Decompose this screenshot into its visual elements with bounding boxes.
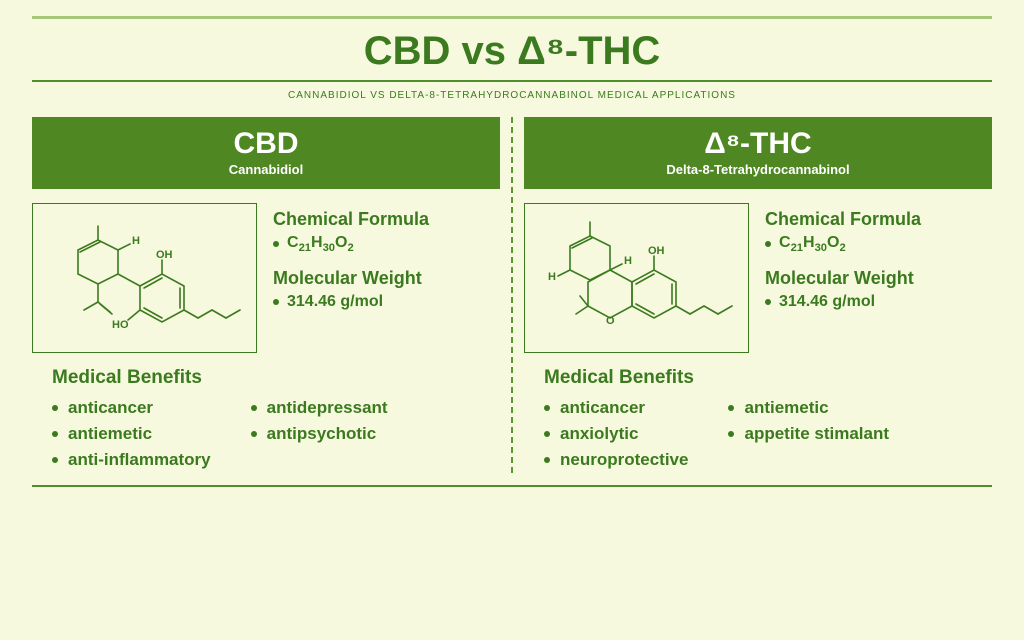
- right-facts: Chemical Formula C21H30O2 Molecular Weig…: [765, 203, 992, 325]
- right-mw: 314.46 g/mol: [779, 293, 875, 311]
- svg-text:OH: OH: [648, 245, 665, 257]
- svg-text:H: H: [132, 235, 140, 247]
- list-item: anticancer: [544, 395, 688, 421]
- left-benefits: Medical Benefits anticancerantiemeticant…: [32, 353, 500, 473]
- right-benefits-columns: anticanceranxiolyticneuroprotective anti…: [544, 395, 992, 473]
- svg-text:HO: HO: [112, 319, 129, 331]
- center-divider: [511, 117, 513, 473]
- right-mw-label: Molecular Weight: [765, 268, 992, 289]
- bullet-icon: [765, 241, 771, 247]
- bullet-icon: [273, 241, 279, 247]
- right-benefits-title: Medical Benefits: [544, 367, 992, 389]
- right-panel-header: Δ⁸-THC Delta-8-Tetrahydrocannabinol: [524, 117, 992, 189]
- left-formula-value: C21H30O2: [273, 234, 500, 254]
- page-subtitle: CANNABIDIOL VS DELTA-8-TETRAHYDROCANNABI…: [32, 82, 992, 111]
- right-facts-row: H H OH O Chemical Formula C21H30O2 Molec…: [524, 203, 992, 353]
- infographic-root: CBD vs Δ⁸-THC CANNABIDIOL VS DELTA-8-TET…: [0, 0, 1024, 640]
- left-fullname: Cannabidiol: [40, 162, 492, 177]
- svg-text:H: H: [548, 271, 556, 283]
- left-mw: 314.46 g/mol: [287, 293, 383, 311]
- left-facts: Chemical Formula C21H30O2 Molecular Weig…: [273, 203, 500, 325]
- right-abbr: Δ⁸-THC: [532, 127, 984, 160]
- page-title: CBD vs Δ⁸-THC: [32, 19, 992, 80]
- right-formula-value: C21H30O2: [765, 234, 992, 254]
- right-formula: C21H30O2: [779, 234, 846, 254]
- right-benefits-col2: antiemeticappetite stimalant: [728, 395, 889, 473]
- left-panel-header: CBD Cannabidiol: [32, 117, 500, 189]
- list-item: appetite stimalant: [728, 421, 889, 447]
- list-item: anti-inflammatory: [52, 447, 211, 473]
- bullet-icon: [273, 299, 279, 305]
- left-mw-value: 314.46 g/mol: [273, 293, 500, 311]
- left-formula: C21H30O2: [287, 234, 354, 254]
- left-mw-label: Molecular Weight: [273, 268, 500, 289]
- left-benefits-col2: antidepressantantipsychotic: [251, 395, 388, 473]
- list-item: neuroprotective: [544, 447, 688, 473]
- left-molecule-box: H OH HO: [32, 203, 257, 353]
- bullet-icon: [765, 299, 771, 305]
- left-abbr: CBD: [40, 127, 492, 160]
- left-benefits-columns: anticancerantiemeticanti-inflammatory an…: [52, 395, 500, 473]
- right-fullname: Delta-8-Tetrahydrocannabinol: [532, 162, 984, 177]
- right-column: Δ⁸-THC Delta-8-Tetrahydrocannabinol: [524, 117, 992, 473]
- bottom-rule: [32, 485, 992, 487]
- list-item: anxiolytic: [544, 421, 688, 447]
- comparison-columns: CBD Cannabidiol: [32, 111, 992, 473]
- svg-text:OH: OH: [156, 249, 173, 261]
- left-formula-label: Chemical Formula: [273, 209, 500, 230]
- thc-molecule-icon: H H OH O: [532, 208, 742, 348]
- left-facts-row: H OH HO Chemical Formula C21H30O2 Molecu…: [32, 203, 500, 353]
- list-item: anticancer: [52, 395, 211, 421]
- list-item: antidepressant: [251, 395, 388, 421]
- svg-text:H: H: [624, 255, 632, 267]
- left-benefits-title: Medical Benefits: [52, 367, 500, 389]
- list-item: antiemetic: [52, 421, 211, 447]
- left-benefits-col1: anticancerantiemeticanti-inflammatory: [52, 395, 211, 473]
- list-item: antipsychotic: [251, 421, 388, 447]
- right-molecule-box: H H OH O: [524, 203, 749, 353]
- list-item: antiemetic: [728, 395, 889, 421]
- right-mw-value: 314.46 g/mol: [765, 293, 992, 311]
- right-benefits: Medical Benefits anticanceranxiolyticneu…: [524, 353, 992, 473]
- right-formula-label: Chemical Formula: [765, 209, 992, 230]
- left-column: CBD Cannabidiol: [32, 117, 500, 473]
- svg-text:O: O: [606, 315, 615, 327]
- cbd-molecule-icon: H OH HO: [40, 208, 250, 348]
- right-benefits-col1: anticanceranxiolyticneuroprotective: [544, 395, 688, 473]
